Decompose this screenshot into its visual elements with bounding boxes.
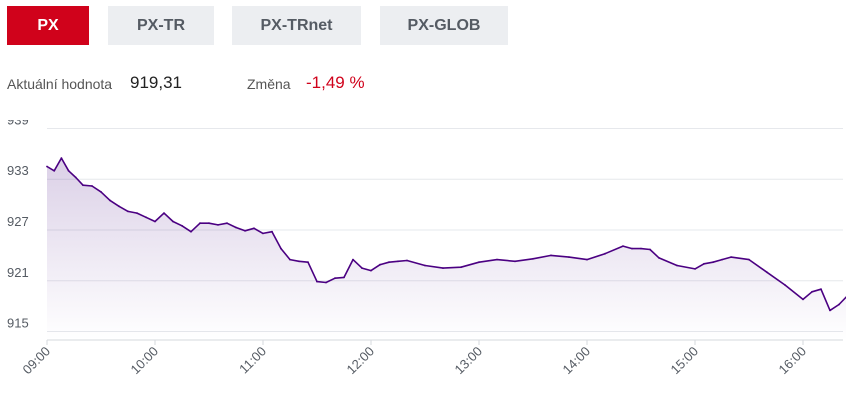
data-point: [53, 169, 56, 172]
data-point: [154, 220, 156, 223]
data-point: [235, 226, 237, 229]
data-point: [100, 191, 102, 193]
data-point: [631, 247, 633, 250]
data-point: [604, 252, 606, 255]
intraday-chart: 939 933 927 921 915 09:00 10:00 11:00 12:00 13:0…: [7, 120, 846, 378]
data-point: [811, 290, 813, 293]
data-point: [721, 258, 723, 261]
y-tick-label: 933: [7, 163, 29, 178]
change-label: Změna: [247, 76, 291, 92]
data-point: [271, 230, 273, 233]
data-point: [622, 245, 624, 247]
data-point: [67, 169, 70, 172]
data-point: [91, 185, 93, 187]
data-point: [442, 267, 444, 269]
data-point: [388, 261, 390, 264]
data-point: [244, 229, 246, 232]
y-tick-label: 921: [7, 265, 29, 280]
data-point: [379, 263, 381, 266]
data-point: [74, 176, 77, 179]
series-points: [46, 157, 840, 312]
data-point: [370, 269, 372, 272]
data-point: [172, 220, 174, 223]
data-point: [694, 268, 696, 270]
x-tick-label: 16:00: [776, 344, 810, 378]
x-tick-label: 12:00: [344, 344, 378, 378]
data-point: [280, 247, 282, 250]
x-tick-label: 15:00: [668, 344, 702, 378]
data-point: [181, 224, 183, 227]
current-value: 919,31: [130, 73, 182, 92]
data-point: [514, 260, 516, 263]
data-point: [703, 262, 705, 265]
data-point: [262, 232, 264, 235]
data-point: [406, 259, 408, 262]
data-point: [586, 258, 588, 261]
data-point: [298, 260, 300, 263]
data-point: [730, 256, 732, 258]
data-point: [325, 281, 327, 284]
tab-px-trnet[interactable]: PX-TRnet: [232, 6, 361, 45]
x-tick-label: 13:00: [452, 344, 486, 378]
data-point: [316, 280, 318, 283]
data-point: [163, 212, 165, 214]
data-point: [226, 222, 228, 225]
data-point: [253, 227, 255, 230]
x-tick-label: 09:00: [20, 344, 54, 378]
data-point: [712, 261, 714, 264]
y-axis: 939 933 927 921 915: [7, 120, 29, 331]
data-point: [82, 184, 84, 187]
tab-px[interactable]: PX: [7, 6, 89, 45]
data-point: [60, 157, 63, 159]
current-value-label: Aktuální hodnota: [7, 76, 113, 92]
data-point: [802, 298, 804, 301]
data-point: [343, 276, 345, 279]
data-point: [307, 261, 309, 264]
data-point: [127, 210, 129, 213]
data-point: [118, 205, 120, 208]
data-point: [784, 284, 786, 286]
y-tick-label: 915: [7, 316, 29, 331]
data-point: [496, 258, 498, 261]
data-point: [748, 258, 750, 261]
y-tick-label: 927: [7, 214, 29, 229]
data-point: [649, 248, 651, 251]
data-point: [478, 261, 480, 264]
x-tick-label: 10:00: [128, 344, 162, 378]
data-point: [334, 277, 336, 280]
x-tick-label: 14:00: [560, 344, 594, 378]
data-point: [109, 199, 111, 202]
x-axis: 09:00 10:00 11:00 12:00 13:00 14:00 15:00 16:00: [20, 340, 810, 378]
data-point: [568, 256, 570, 258]
data-point: [838, 303, 840, 306]
data-point: [550, 254, 552, 257]
data-point: [676, 264, 678, 267]
data-point: [289, 258, 291, 261]
data-point: [829, 309, 831, 312]
data-point: [766, 271, 768, 274]
data-point: [532, 257, 534, 260]
y-tick-label: 939: [7, 120, 29, 127]
data-point: [658, 257, 660, 259]
data-point: [460, 266, 462, 269]
change-value: -1,49 %: [306, 73, 365, 92]
data-point: [208, 222, 210, 225]
tab-px-glob[interactable]: PX-GLOB: [380, 6, 508, 45]
data-point: [424, 264, 426, 267]
data-point: [136, 212, 138, 214]
data-point: [217, 224, 219, 226]
data-point: [361, 267, 363, 269]
data-point: [46, 165, 48, 168]
tab-px-tr[interactable]: PX-TR: [108, 6, 214, 45]
data-point: [145, 216, 147, 219]
data-point: [352, 258, 354, 261]
data-point: [640, 247, 642, 250]
series-area: [47, 158, 846, 340]
data-point: [190, 230, 192, 233]
data-point: [820, 288, 822, 291]
data-point: [199, 222, 201, 225]
data-point: [397, 260, 399, 263]
x-tick-label: 11:00: [236, 344, 269, 377]
